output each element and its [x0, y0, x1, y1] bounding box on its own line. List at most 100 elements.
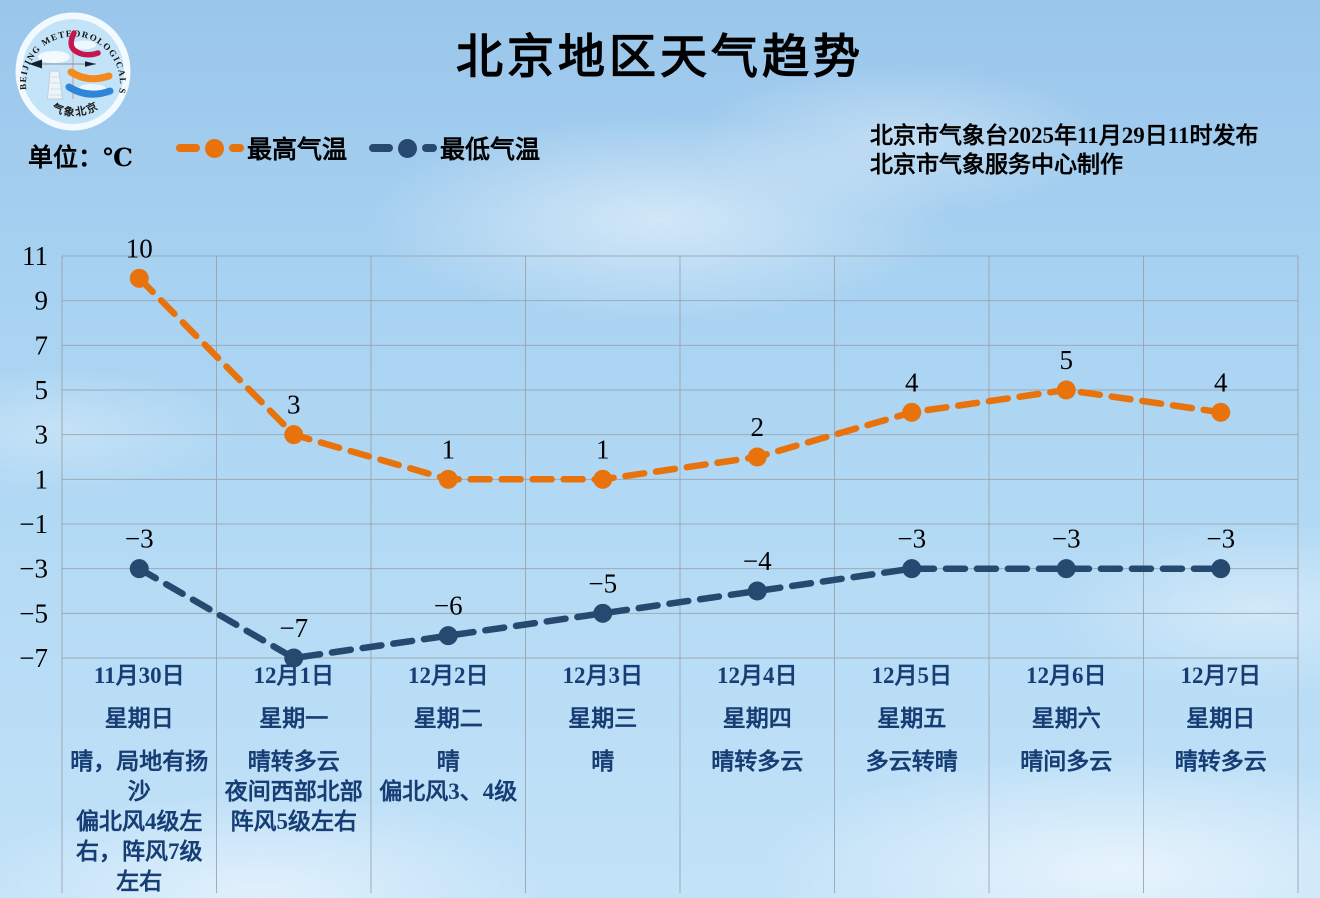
date-label: 12月1日 [253, 663, 335, 688]
bms-logo: BEIJING METEOROLOGICAL SERVICE 气象北京 [14, 11, 131, 131]
forecast-table: 11月30日 星期日 晴，局地有扬沙 偏北风4级左右，阵风7级左右 12月1日 星期一 晴转… [62, 658, 1299, 894]
value-label: 1 [596, 434, 610, 464]
y-tick-label: 3 [35, 420, 49, 450]
day-column: 11月30日 星期日晴，局地有扬沙 偏北风4级左右，阵风7级左右 [62, 658, 217, 894]
weather-label: 晴 [591, 749, 615, 774]
legend-marker-segment [229, 144, 244, 152]
logo-orange-ribbon [67, 68, 113, 83]
weather-label: 晴转多云 [1174, 749, 1267, 774]
value-label: 3 [287, 390, 301, 420]
day-column: 12月5日星期五多云转晴 [835, 658, 990, 893]
low-temp-point [593, 603, 613, 623]
value-label: −5 [588, 568, 617, 598]
legend-marker-segment [369, 144, 394, 152]
y-tick-label: −7 [19, 643, 48, 673]
value-label: 4 [1214, 367, 1228, 397]
legend-label: 最高气温 [247, 137, 348, 164]
publish-info: 北京市气象台2025年11月29日11时发布 北京市气象服务中心制作 [870, 121, 1258, 179]
weather-label: 晴转多云 [247, 749, 340, 774]
legend-dash-dot-icon [369, 138, 438, 158]
high-temp-point [1211, 402, 1231, 422]
legend-marker-segment [176, 144, 200, 152]
value-label: −6 [434, 591, 463, 621]
high-temp-point [129, 268, 149, 288]
value-label: −7 [279, 613, 308, 643]
weekday-label: 星期三 [568, 706, 638, 731]
value-label: −3 [1206, 524, 1235, 554]
value-label: 2 [751, 412, 765, 442]
low-temp-point [902, 559, 922, 579]
weekday-label: 星期日 [104, 706, 174, 731]
y-tick-label: −5 [19, 598, 48, 628]
y-tick-label: 1 [35, 464, 49, 494]
date-label: 12月2日 [408, 663, 489, 688]
high-temp-point [747, 447, 767, 467]
day-column: 12月4日星期四晴转多云 [680, 658, 835, 893]
weekday-label: 星期二 [413, 706, 483, 731]
y-tick-label: −3 [19, 554, 48, 584]
logo-tower [46, 70, 64, 100]
publish-line-1: 北京市气象台2025年11月29日11时发布 [870, 123, 1259, 148]
legend-marker-segment [422, 144, 438, 152]
date-label: 12月4日 [717, 663, 798, 688]
weather-label: 多云转晴 [865, 749, 958, 774]
y-tick-label: 11 [22, 241, 48, 271]
legend-item: 最低气温 [369, 130, 540, 166]
day-column: 12月1日星期一晴转多云夜间西部北部阵风5级左右 [217, 658, 372, 893]
weather-label: 晴间多云 [1020, 749, 1113, 774]
weekday-label: 星期五 [877, 706, 947, 731]
weekday-label: 星期六 [1031, 706, 1101, 731]
weather-label: 晴 [436, 749, 460, 774]
value-label: 4 [905, 367, 919, 397]
weekday-label: 星期一 [259, 706, 329, 731]
low-temp-point [1211, 559, 1231, 579]
value-label: −3 [1052, 524, 1081, 554]
y-tick-label: −1 [19, 509, 48, 539]
date-label: 11月30日 [93, 663, 185, 688]
legend-item: 最高气温 [176, 130, 347, 166]
unit-label: 单位：℃ [28, 145, 133, 172]
logo-red-ribbon [68, 30, 101, 58]
logo-vane-icon [29, 59, 42, 69]
legend-dash-dot-icon [176, 138, 244, 158]
high-temp-line [136, 275, 1225, 483]
value-label: 5 [1060, 345, 1074, 375]
day-column: 12月7日星期日晴转多云 [1144, 658, 1299, 893]
weather-label: 晴转多云 [711, 749, 804, 774]
low-temp-line [136, 565, 1225, 662]
high-temp-point [438, 469, 458, 489]
weather-label: 晴，局地有扬沙 [70, 749, 209, 804]
date-label: 12月7日 [1180, 663, 1262, 688]
legend-marker-segment [205, 138, 224, 158]
value-label: −3 [897, 524, 926, 554]
value-label: 1 [442, 434, 456, 464]
low-temp-point [747, 581, 767, 601]
date-label: 12月5日 [871, 663, 953, 688]
day-column: 12月3日星期三晴 [526, 658, 681, 893]
y-tick-label: 5 [35, 375, 49, 405]
wind-label: 偏北风4级左右，阵风7级左右 [76, 809, 203, 894]
value-label: −3 [125, 524, 154, 554]
legend-marker-segment [398, 138, 418, 158]
weekday-label: 星期四 [722, 706, 792, 731]
high-temp-point [593, 469, 613, 489]
high-temp-point [284, 425, 304, 445]
day-column: 12月6日星期六晴间多云 [989, 658, 1144, 893]
weekday-label: 星期日 [1186, 706, 1256, 731]
y-tick-label: 9 [35, 286, 49, 316]
high-temp-point [902, 402, 922, 422]
day-column: 12月2日星期二晴偏北风3、4级 [371, 658, 526, 893]
chart-legend: 最高气温 最低气温 [176, 130, 540, 166]
logo-blue-ribbon [65, 83, 114, 98]
value-label: −4 [743, 546, 772, 576]
legend-label: 最低气温 [440, 137, 541, 164]
page-title: 北京地区天气趋势 [456, 32, 864, 84]
wind-label: 夜间西部北部阵风5级左右 [224, 779, 363, 834]
value-label: 10 [126, 233, 153, 263]
date-label: 12月6日 [1026, 663, 1107, 688]
low-temp-point [438, 626, 458, 646]
date-label: 12月3日 [562, 663, 644, 688]
wind-label: 偏北风3、4级 [379, 779, 518, 804]
low-temp-point [129, 559, 149, 579]
publish-line-2: 北京市气象服务中心制作 [870, 152, 1123, 177]
